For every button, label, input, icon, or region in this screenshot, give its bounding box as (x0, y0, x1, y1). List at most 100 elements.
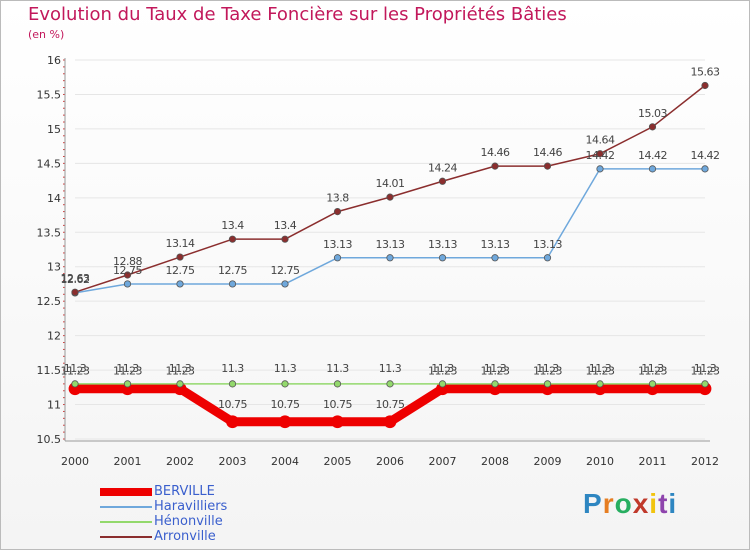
data-label: 13.13 (481, 238, 510, 251)
data-label: 14.64 (586, 134, 615, 147)
legend-label: BERVILLE (154, 484, 215, 499)
data-point (228, 280, 237, 288)
data-label: 13.14 (166, 237, 195, 250)
data-point (596, 150, 604, 158)
y-tick-label: 14 (47, 192, 61, 205)
data-label: 14.24 (428, 161, 457, 174)
y-tick-label: 12.5 (37, 295, 62, 308)
data-point (226, 415, 239, 429)
y-tick-label: 15 (47, 123, 61, 136)
data-point (648, 123, 657, 131)
y-tick-label: 13.5 (37, 226, 62, 239)
data-label: 11.3 (641, 362, 664, 375)
logo-letter: i (649, 488, 659, 519)
data-point (176, 280, 184, 288)
y-tick-label: 12 (47, 330, 61, 343)
data-label: 10.75 (323, 398, 352, 411)
data-label: 11.3 (694, 362, 717, 375)
data-point (386, 380, 394, 388)
x-tick-label: 2006 (376, 455, 404, 468)
data-point (491, 162, 499, 170)
legend-swatch (100, 487, 152, 496)
data-point (333, 208, 342, 216)
data-point (281, 380, 289, 388)
y-tick-label: 10.5 (37, 433, 62, 446)
x-tick-label: 2009 (534, 455, 562, 468)
data-label: 15.63 (691, 65, 720, 78)
data-label: 10.75 (376, 398, 405, 411)
data-label: 14.42 (638, 149, 667, 162)
legend-label: Hénonville (154, 514, 223, 529)
data-label: 13.13 (323, 238, 352, 251)
x-tick-label: 2001 (114, 455, 142, 468)
legend-item: BERVILLE (100, 484, 227, 499)
data-point (228, 235, 237, 243)
data-label: 11.3 (274, 362, 297, 375)
data-label: 10.75 (271, 398, 300, 411)
legend-swatch (100, 520, 152, 523)
data-label: 11.23 (533, 365, 562, 378)
chart-unit-label: (en %) (28, 28, 65, 41)
data-point (543, 162, 552, 170)
data-label: 11.3 (536, 362, 559, 375)
data-point (701, 81, 709, 90)
data-point (71, 288, 79, 296)
data-label: 14.46 (481, 146, 510, 159)
x-tick-label: 2003 (219, 455, 247, 468)
data-point (491, 380, 499, 388)
logo-letter: o (614, 488, 633, 519)
data-label: 13.8 (326, 192, 349, 205)
data-label: 12.75 (271, 264, 300, 277)
y-tick-label: 14.5 (37, 157, 62, 170)
data-label: 13.13 (533, 238, 562, 251)
y-tick-label: 16 (47, 54, 61, 67)
data-label: 11.3 (221, 362, 244, 375)
data-point (176, 380, 184, 388)
data-label: 11.23 (428, 365, 457, 378)
data-point (331, 415, 344, 429)
data-point (701, 380, 709, 388)
x-tick-label: 2002 (166, 455, 194, 468)
x-tick-label: 2007 (429, 455, 457, 468)
legend-label: Arronville (154, 529, 216, 544)
data-label: 12.75 (113, 264, 142, 277)
chart-legend: BERVILLE Haravilliers Hénonville Arronville (100, 484, 227, 544)
data-label: 11.3 (431, 362, 454, 375)
data-label: 14.42 (586, 149, 615, 162)
data-point (228, 380, 237, 388)
data-label: 13.13 (428, 238, 457, 251)
data-point (333, 380, 342, 388)
x-tick-label: 2000 (61, 455, 89, 468)
legend-item: Hénonville (100, 514, 227, 529)
data-label: 13.4 (221, 219, 244, 232)
legend-swatch (100, 535, 152, 538)
data-point (176, 253, 184, 261)
data-label: 11.3 (484, 362, 507, 375)
logo-letter: x (632, 488, 650, 519)
y-tick-label: 11 (47, 399, 61, 412)
data-point (123, 271, 132, 279)
legend-item: Haravilliers (100, 499, 227, 514)
data-point (123, 380, 132, 388)
x-tick-label: 2005 (324, 455, 352, 468)
data-label: 14.42 (691, 149, 720, 162)
chart-title: Evolution du Taux de Taxe Foncière sur l… (28, 4, 567, 25)
data-point (543, 254, 552, 262)
logo-letter: t (658, 488, 669, 519)
data-point (386, 254, 394, 262)
data-label: 12.62 (61, 273, 90, 286)
y-tick-label: 15.5 (37, 88, 62, 101)
logo-letter: i (668, 488, 678, 519)
data-label: 12.75 (166, 264, 195, 277)
data-label: 13.13 (376, 238, 405, 251)
legend-item: Arronville (100, 529, 227, 544)
data-point (123, 280, 132, 288)
data-point (596, 165, 604, 173)
data-label: 11.3 (116, 362, 139, 375)
proxiti-logo: Proxiti (583, 488, 677, 520)
legend-swatch (100, 505, 152, 508)
data-label: 12.88 (113, 255, 142, 268)
data-label: 11.23 (586, 365, 615, 378)
data-point (438, 380, 447, 388)
